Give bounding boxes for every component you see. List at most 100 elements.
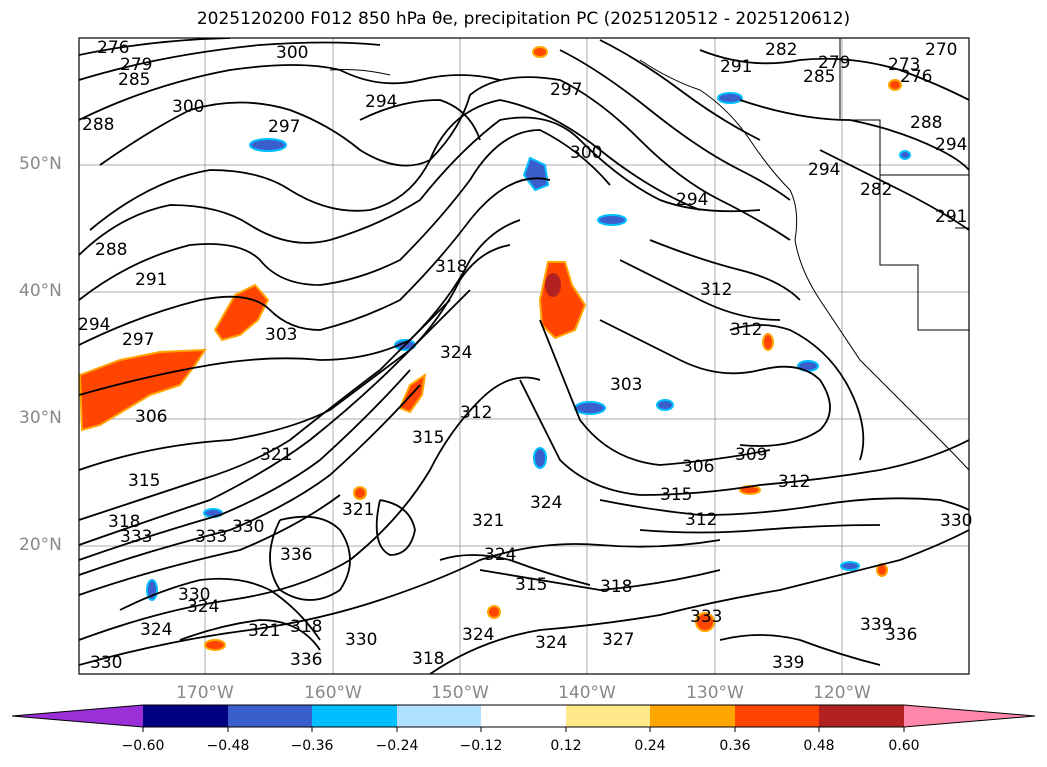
gridlines (79, 38, 969, 674)
contour-label: 324 (140, 620, 172, 640)
contour-label: 300 (172, 97, 204, 117)
contour-label: 279 (818, 53, 850, 73)
contour-label: 285 (118, 70, 150, 90)
contour-label: 294 (676, 190, 708, 210)
map-plot-area (79, 38, 969, 674)
colorbar-tick: −0.36 (290, 738, 334, 754)
contour-label: 321 (260, 445, 292, 465)
contour-label: 324 (440, 343, 472, 363)
contour-label: 291 (720, 57, 752, 77)
contour-label: 318 (412, 649, 444, 669)
colorbar-segment (819, 705, 904, 727)
contour-label: 318 (435, 257, 467, 277)
contour-label: 333 (195, 527, 227, 547)
contour-label: 288 (910, 113, 942, 133)
contour-label: 336 (280, 545, 312, 565)
contour-label: 300 (570, 143, 602, 163)
contour-label: 291 (135, 270, 167, 290)
contour-label: 276 (97, 38, 129, 58)
colorbar-tick: 0.24 (634, 738, 666, 754)
contour-label: 312 (700, 280, 732, 300)
contour-label: 315 (128, 471, 160, 491)
contour-label: 294 (78, 315, 110, 335)
contour-label: 339 (860, 615, 892, 635)
contour-label: 324 (535, 633, 567, 653)
map-title: 2025120200 F012 850 hPa θe, precipitatio… (196, 9, 851, 29)
contour-label: 300 (276, 43, 308, 63)
contour-label: 306 (135, 407, 167, 427)
contour-label: 294 (365, 92, 397, 112)
contour-label: 309 (735, 445, 767, 465)
contour-label: 312 (685, 510, 717, 530)
contour-label: 324 (462, 625, 494, 645)
lat-label: 50°N (19, 154, 62, 174)
contour-label: 318 (290, 617, 322, 637)
colorbar-tick: −0.12 (459, 738, 503, 754)
contour-label: 303 (265, 325, 297, 345)
contour-label: 270 (925, 40, 957, 60)
contour-label: 315 (515, 575, 547, 595)
contour-label: 327 (602, 630, 634, 650)
colorbar-tick: 0.36 (719, 738, 751, 754)
contour-label: 312 (730, 320, 762, 340)
contour-label: 294 (935, 135, 967, 155)
colorbar-segment (312, 705, 397, 727)
lat-label: 40°N (19, 281, 62, 301)
lon-label: 170°W (176, 683, 234, 703)
colorbar-tick: 0.48 (803, 738, 835, 754)
theta-e-contours (79, 38, 969, 674)
colorbar-segment (12, 705, 143, 727)
contour-label: 303 (610, 375, 642, 395)
contour-label: 321 (342, 500, 374, 520)
colorbar-tick: −0.60 (121, 738, 165, 754)
contour-label: 306 (682, 457, 714, 477)
colorbar-tick: −0.48 (206, 738, 250, 754)
contour-label: 288 (82, 115, 114, 135)
colorbar-segment (735, 705, 819, 727)
colorbar-segment (650, 705, 735, 727)
coastline (329, 38, 969, 471)
contour-label: 333 (690, 607, 722, 627)
contour-label: 324 (484, 545, 516, 565)
contour-label: 330 (232, 517, 264, 537)
map-frame (78, 37, 970, 675)
contour-label: 324 (187, 597, 219, 617)
contour-label: 279 (120, 55, 152, 75)
colorbar-tick: 0.12 (550, 738, 582, 754)
contour-label: 297 (550, 80, 582, 100)
lon-label: 160°W (304, 683, 362, 703)
lon-label: 140°W (558, 683, 616, 703)
contour-label: 336 (290, 650, 322, 670)
contour-label: 315 (660, 485, 692, 505)
contour-label: 285 (803, 67, 835, 87)
contour-label: 324 (530, 493, 562, 513)
lon-label: 120°W (813, 683, 871, 703)
contour-label: 297 (122, 330, 154, 350)
contour-label: 330 (90, 653, 122, 673)
contour-label: 330 (178, 585, 210, 605)
colorbar-segment (397, 705, 481, 727)
contour-label: 336 (885, 625, 917, 645)
lat-label: 30°N (19, 408, 62, 428)
contour-label: 315 (412, 428, 444, 448)
contour-label: 291 (935, 207, 967, 227)
contour-label: 330 (940, 511, 972, 531)
contour-label: 297 (268, 117, 300, 137)
contour-label-group: 276 279 285 300 300 294 297 297 288 288 … (78, 38, 972, 673)
colorbar-segment (566, 705, 650, 727)
contour-label: 282 (765, 40, 797, 60)
contour-label: 294 (808, 160, 840, 180)
contour-label: 330 (345, 630, 377, 650)
colorbar-tick: 0.60 (888, 738, 920, 754)
colorbar-segment (481, 705, 566, 727)
precip-shading (79, 46, 911, 651)
colorbar-segment (228, 705, 312, 727)
lon-label: 150°W (431, 683, 489, 703)
contour-label: 318 (600, 577, 632, 597)
contour-label: 273 (888, 55, 920, 75)
colorbar (11, 704, 1036, 732)
contour-label: 339 (772, 653, 804, 673)
colorbar-segment (904, 705, 1035, 727)
contour-label: 312 (778, 472, 810, 492)
